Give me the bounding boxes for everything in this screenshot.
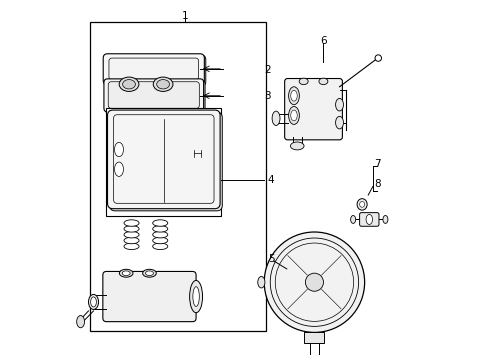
Ellipse shape — [356, 199, 366, 210]
Ellipse shape — [124, 243, 139, 249]
Ellipse shape — [88, 294, 99, 310]
Ellipse shape — [299, 78, 307, 85]
Ellipse shape — [142, 269, 156, 277]
Ellipse shape — [145, 271, 153, 275]
Ellipse shape — [366, 215, 372, 225]
Text: 2: 2 — [264, 64, 270, 75]
Ellipse shape — [156, 80, 169, 89]
Text: 1: 1 — [182, 11, 188, 21]
Ellipse shape — [124, 237, 139, 244]
FancyBboxPatch shape — [108, 82, 199, 108]
Text: 5: 5 — [267, 254, 274, 264]
Text: 7: 7 — [373, 159, 380, 169]
Ellipse shape — [288, 87, 299, 105]
Ellipse shape — [350, 216, 355, 224]
Ellipse shape — [119, 77, 139, 91]
Ellipse shape — [271, 111, 280, 126]
Ellipse shape — [153, 77, 173, 91]
Ellipse shape — [152, 243, 167, 249]
Ellipse shape — [374, 55, 381, 61]
Ellipse shape — [335, 98, 343, 111]
Ellipse shape — [124, 231, 139, 238]
FancyBboxPatch shape — [104, 55, 205, 86]
Ellipse shape — [335, 116, 343, 129]
FancyBboxPatch shape — [105, 80, 204, 113]
Ellipse shape — [114, 162, 123, 176]
FancyBboxPatch shape — [109, 112, 222, 211]
FancyBboxPatch shape — [102, 271, 196, 321]
Ellipse shape — [359, 202, 364, 207]
FancyBboxPatch shape — [103, 54, 204, 85]
Ellipse shape — [124, 226, 139, 232]
Ellipse shape — [124, 220, 139, 226]
Bar — [185, 79, 190, 85]
Ellipse shape — [90, 297, 96, 307]
Ellipse shape — [290, 90, 297, 101]
Ellipse shape — [114, 142, 123, 157]
Ellipse shape — [290, 110, 297, 121]
Ellipse shape — [152, 226, 167, 232]
FancyBboxPatch shape — [107, 110, 220, 209]
Bar — [90, 22, 265, 330]
Circle shape — [264, 232, 364, 332]
Bar — [106, 108, 221, 216]
FancyBboxPatch shape — [284, 78, 342, 140]
FancyBboxPatch shape — [109, 58, 198, 80]
Ellipse shape — [189, 280, 202, 313]
Text: 6: 6 — [320, 36, 326, 46]
Ellipse shape — [77, 316, 84, 328]
Circle shape — [305, 273, 323, 291]
Text: 3: 3 — [264, 91, 270, 102]
Text: 4: 4 — [267, 175, 274, 185]
Ellipse shape — [257, 276, 264, 288]
Text: 8: 8 — [373, 179, 380, 189]
Ellipse shape — [122, 271, 130, 275]
Ellipse shape — [152, 237, 167, 244]
Ellipse shape — [152, 231, 167, 238]
Ellipse shape — [290, 142, 304, 150]
Bar — [304, 332, 324, 343]
Bar — [116, 79, 121, 85]
Ellipse shape — [288, 107, 299, 125]
Ellipse shape — [318, 78, 327, 85]
FancyBboxPatch shape — [104, 79, 203, 112]
Ellipse shape — [382, 216, 387, 224]
FancyBboxPatch shape — [359, 213, 378, 226]
Ellipse shape — [192, 287, 199, 306]
Ellipse shape — [152, 220, 167, 226]
Ellipse shape — [122, 80, 135, 89]
Ellipse shape — [119, 269, 133, 277]
